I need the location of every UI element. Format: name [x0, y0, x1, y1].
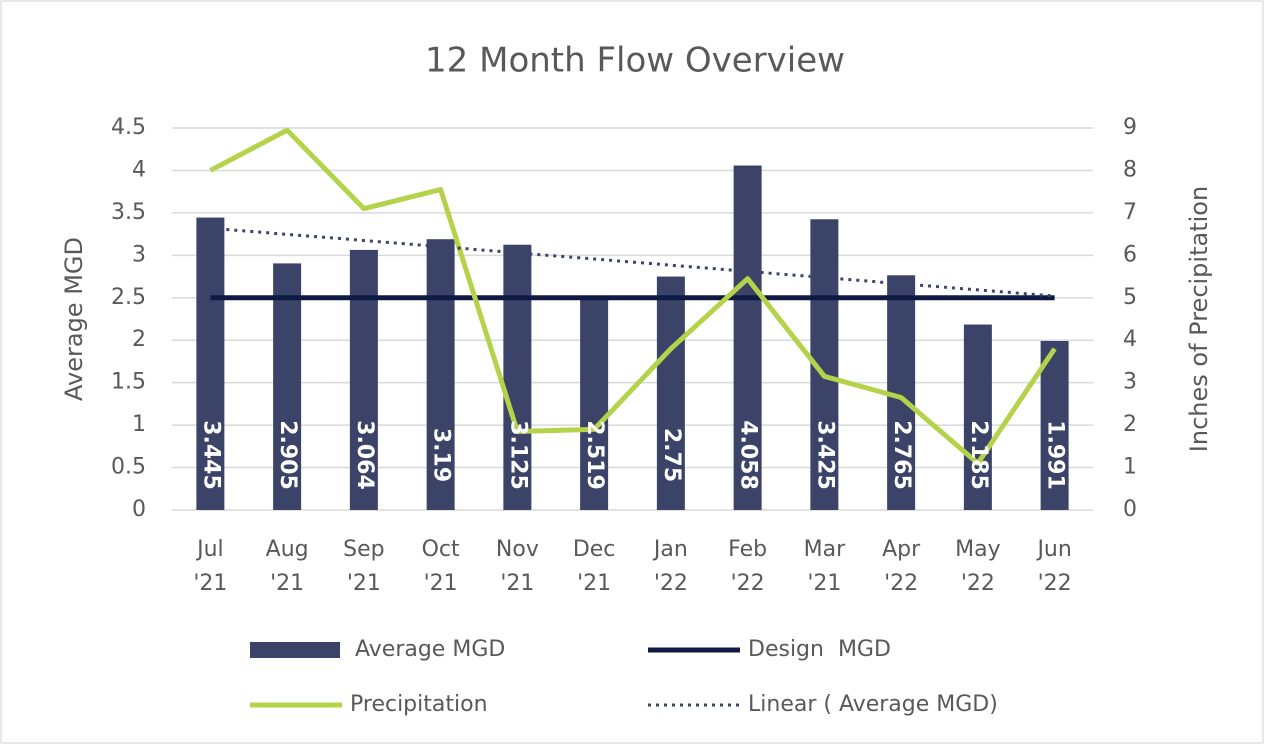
- bar: [426, 239, 455, 510]
- x-tick-year: '21: [807, 571, 841, 596]
- x-tick-month: Dec: [573, 537, 616, 562]
- bar: [503, 244, 532, 510]
- y-tick-label: 4.5: [111, 115, 146, 140]
- y-tick-label: 0.5: [111, 455, 146, 480]
- bar: [733, 165, 762, 511]
- x-tick-year: '22: [1038, 571, 1072, 596]
- data-label: 2.75: [659, 428, 684, 482]
- y-tick-label: 2: [132, 327, 146, 352]
- x-tick-month: Apr: [882, 537, 921, 562]
- x-tick-label: Jan '22: [652, 537, 688, 596]
- x-tick-year: '22: [731, 571, 765, 596]
- x-tick-month: Nov: [496, 537, 539, 562]
- legend-swatch: [250, 642, 340, 658]
- data-label: 3.064: [352, 420, 377, 490]
- x-tick-month: Sep: [343, 537, 384, 562]
- x-tick-year: '21: [270, 571, 304, 596]
- x-tick-month: Aug: [266, 537, 309, 562]
- y2-tick-label: 4: [1123, 327, 1137, 352]
- data-label: 2.185: [966, 420, 991, 490]
- x-tick-label: Jun '22: [1035, 537, 1071, 596]
- y-tick-label: 1.5: [111, 370, 146, 395]
- x-tick-year: '21: [347, 571, 381, 596]
- x-tick-year: '21: [424, 571, 458, 596]
- x-tick-month: Mar: [804, 537, 846, 562]
- bar: [963, 324, 992, 510]
- data-label: 4.058: [736, 420, 761, 490]
- y2-tick-label: 5: [1123, 285, 1137, 310]
- x-tick-label: Nov '21: [496, 537, 539, 596]
- line: [209, 127, 1057, 466]
- bar: [580, 296, 609, 510]
- data-label: 3.425: [812, 420, 837, 490]
- x-tick-label: Feb '22: [728, 537, 767, 596]
- x-tick-label: Jul '21: [193, 537, 227, 596]
- legend-label: Design MGD: [748, 637, 891, 662]
- x-tick-label: Sep '21: [343, 537, 384, 596]
- y-tick-label: 2.5: [111, 285, 146, 310]
- bar: [656, 276, 685, 510]
- y2-tick-label: 3: [1123, 370, 1137, 395]
- y-tick-label: 3: [132, 242, 146, 267]
- y-tick-label: 0: [132, 497, 146, 522]
- x-tick-year: '21: [193, 571, 227, 596]
- data-label: 3.445: [198, 420, 223, 490]
- chart-title: 12 Month Flow Overview: [425, 41, 845, 81]
- legend-label: Linear ( Average MGD): [748, 692, 998, 717]
- data-label: 2.905: [275, 420, 300, 490]
- x-tick-year: '22: [654, 571, 688, 596]
- x-tick-month: Jun: [1035, 537, 1071, 562]
- y-tick-label: 3.5: [111, 200, 146, 225]
- x-tick-label: Aug '21: [266, 537, 309, 596]
- y2-axis-title: Inches of Precipitation: [1185, 186, 1213, 452]
- legend-label: Precipitation: [350, 692, 488, 717]
- y-tick-label: 4: [132, 157, 146, 182]
- x-tick-label: Mar '21: [804, 537, 846, 596]
- y2-tick-label: 9: [1123, 115, 1137, 140]
- y2-tick-label: 1: [1123, 455, 1137, 480]
- y2-tick-label: 0: [1123, 497, 1137, 522]
- data-label: 2.519: [582, 420, 607, 490]
- x-tick-month: Oct: [422, 537, 460, 562]
- x-tick-label: Apr '22: [882, 537, 921, 596]
- bar: [273, 263, 302, 510]
- y-tick-label: 1: [132, 412, 146, 437]
- x-tick-month: Jan: [652, 537, 688, 562]
- y2-tick-label: 6: [1123, 242, 1137, 267]
- bar: [1040, 340, 1069, 510]
- x-tick-year: '21: [577, 571, 611, 596]
- data-label: 3.125: [505, 420, 530, 490]
- y2-tick-label: 7: [1123, 200, 1137, 225]
- x-tick-month: Jul: [195, 537, 224, 562]
- y2-tick-label: 8: [1123, 157, 1137, 182]
- data-label: 3.19: [429, 428, 454, 482]
- x-tick-month: May: [955, 537, 1000, 562]
- legend-label: Average MGD: [355, 637, 505, 662]
- trend-line: [210, 226, 1055, 298]
- bar: [196, 217, 225, 510]
- y-axis-title: Average MGD: [60, 237, 88, 401]
- bar: [349, 249, 378, 510]
- y2-tick-label: 2: [1123, 412, 1137, 437]
- data-label: 1.991: [1043, 420, 1068, 490]
- x-tick-label: Oct '21: [422, 537, 460, 596]
- x-tick-year: '22: [961, 571, 995, 596]
- x-tick-month: Feb: [728, 537, 767, 562]
- data-label: 2.765: [889, 420, 914, 490]
- x-tick-label: Dec '21: [573, 537, 616, 596]
- x-tick-year: '22: [884, 571, 918, 596]
- x-tick-label: May '22: [955, 537, 1000, 596]
- x-tick-year: '21: [500, 571, 534, 596]
